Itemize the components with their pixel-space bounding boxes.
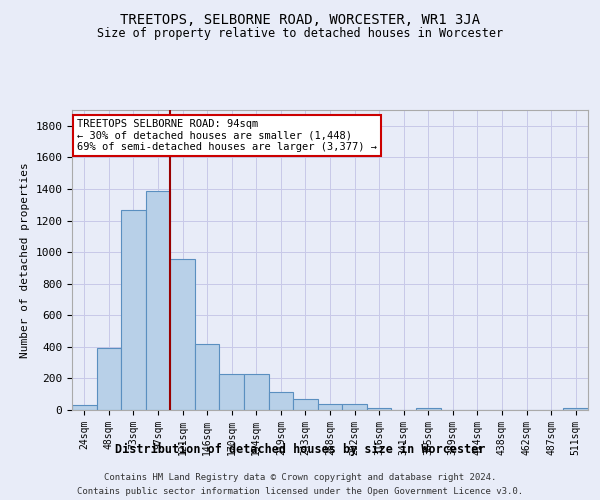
Bar xyxy=(121,210,146,410)
Bar xyxy=(342,404,367,410)
Bar xyxy=(416,408,440,410)
Bar xyxy=(244,374,269,410)
Text: Contains public sector information licensed under the Open Government Licence v3: Contains public sector information licen… xyxy=(77,488,523,496)
Y-axis label: Number of detached properties: Number of detached properties xyxy=(20,162,30,358)
Bar xyxy=(293,399,318,410)
Bar xyxy=(367,408,391,410)
Bar xyxy=(318,404,342,410)
Text: Distribution of detached houses by size in Worcester: Distribution of detached houses by size … xyxy=(115,442,485,456)
Bar xyxy=(97,348,121,410)
Bar xyxy=(220,374,244,410)
Bar xyxy=(146,190,170,410)
Bar xyxy=(195,344,220,410)
Text: Contains HM Land Registry data © Crown copyright and database right 2024.: Contains HM Land Registry data © Crown c… xyxy=(104,472,496,482)
Text: TREETOPS, SELBORNE ROAD, WORCESTER, WR1 3JA: TREETOPS, SELBORNE ROAD, WORCESTER, WR1 … xyxy=(120,12,480,26)
Text: TREETOPS SELBORNE ROAD: 94sqm
← 30% of detached houses are smaller (1,448)
69% o: TREETOPS SELBORNE ROAD: 94sqm ← 30% of d… xyxy=(77,119,377,152)
Bar xyxy=(170,259,195,410)
Bar xyxy=(563,408,588,410)
Bar xyxy=(269,392,293,410)
Bar xyxy=(72,406,97,410)
Text: Size of property relative to detached houses in Worcester: Size of property relative to detached ho… xyxy=(97,28,503,40)
